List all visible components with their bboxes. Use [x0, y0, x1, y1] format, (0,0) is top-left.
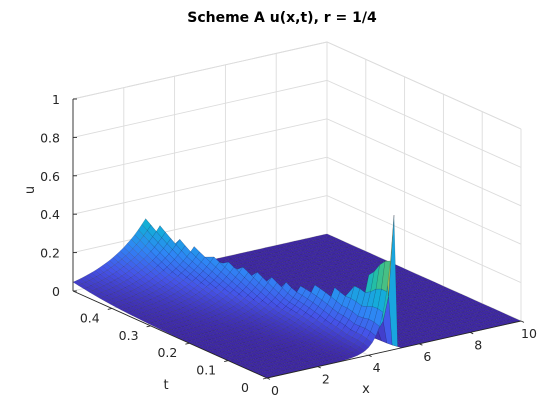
z-tick-label: 0.4 [40, 207, 60, 222]
x-tick-label: 0 [271, 383, 279, 398]
x-tick-mark [520, 320, 525, 323]
y-tick-label: 0.1 [196, 363, 216, 378]
z-tick-label: 0 [52, 284, 60, 299]
x-tick-label: 2 [322, 372, 330, 387]
surface-mesh [72, 215, 522, 379]
y-tick-mark [146, 325, 151, 328]
x-tick-mark [470, 331, 474, 335]
chart-title: Scheme A u(x,t), r = 1/4 [187, 10, 377, 26]
y-tick-mark [107, 307, 112, 310]
grid-line [72, 118, 522, 207]
y-axis-label: t [163, 378, 168, 393]
tick-labels: 0 2 4 6 8 10 0 0.1 0.2 0.3 0.4 0 0.2 0.4 0.6 0.8 1 [40, 92, 537, 398]
z-tick-label: 0.6 [40, 169, 60, 184]
x-axis-line [266, 320, 522, 379]
axes-lines [72, 99, 522, 379]
grid-line [72, 156, 522, 245]
x-tick-label: 6 [423, 349, 431, 364]
x-tick-mark [266, 377, 271, 380]
z-tick-label: 1 [52, 92, 60, 107]
grid-line [72, 79, 522, 168]
x-tick-mark [419, 343, 423, 346]
z-axis-label: u [23, 186, 38, 194]
y-tick-label: 0.3 [119, 328, 139, 343]
y-tick-mark [185, 342, 190, 345]
x-axis-label: x [362, 382, 370, 397]
z-tick-label: 0.8 [40, 130, 60, 145]
x-tick-label: 8 [474, 337, 482, 352]
y-tick-label: 0 [241, 380, 249, 395]
y-tick-mark [224, 360, 229, 363]
z-tick-label: 0.2 [40, 246, 60, 261]
y-tick-mark [262, 377, 268, 380]
x-tick-mark [368, 354, 372, 358]
y-axis-line [72, 290, 268, 379]
back-wall-edge [72, 41, 522, 130]
x-tick-mark [317, 366, 321, 369]
x-tick-label: 4 [373, 360, 381, 375]
y-tick-label: 0.4 [80, 310, 100, 325]
x-tick-label: 10 [521, 326, 537, 341]
y-tick-label: 0.2 [157, 345, 177, 360]
